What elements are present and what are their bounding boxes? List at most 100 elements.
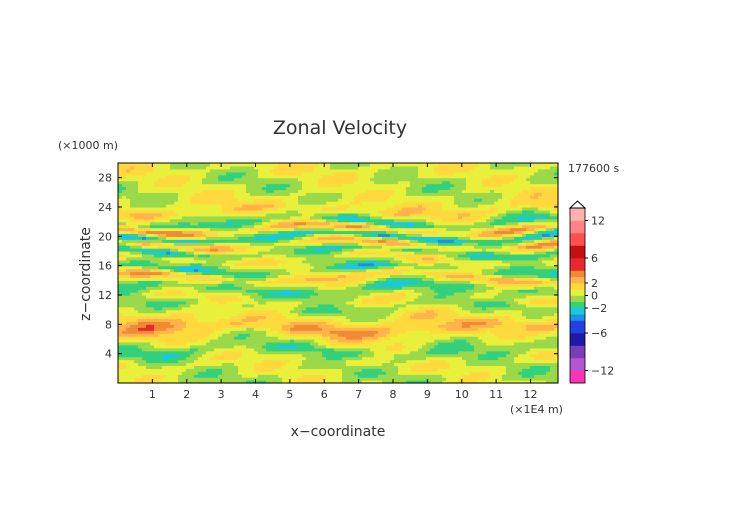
contour-cell [378, 341, 383, 346]
contour-cell [154, 306, 159, 311]
contour-cell [418, 303, 423, 308]
contour-cell [410, 277, 415, 281]
contour-cell [266, 318, 271, 322]
contour-cell [446, 374, 451, 378]
contour-cell [254, 356, 259, 361]
contour-cell [466, 321, 471, 325]
contour-cell [278, 353, 283, 358]
contour-cell [186, 341, 191, 346]
contour-cell [166, 268, 171, 273]
contour-cell [454, 271, 459, 276]
contour-cell [286, 341, 291, 346]
contour-cell [426, 300, 431, 305]
contour-cell [190, 324, 195, 328]
contour-cell [174, 321, 179, 325]
contour-cell [506, 253, 511, 258]
contour-cell [234, 292, 239, 296]
contour-cell [190, 253, 195, 258]
contour-cell [478, 262, 483, 267]
contour-cell [514, 303, 519, 308]
contour-cell [342, 297, 347, 302]
contour-cell [354, 251, 359, 255]
contour-cell [478, 274, 483, 278]
contour-cell [498, 289, 503, 293]
contour-cell [370, 251, 375, 255]
contour-cell [354, 303, 359, 308]
contour-cell [478, 312, 483, 317]
contour-cell [290, 271, 295, 276]
contour-cell [390, 356, 395, 361]
contour-cell [518, 324, 523, 328]
contour-cell [390, 295, 395, 299]
contour-cell [458, 253, 463, 258]
contour-cell [214, 306, 219, 311]
contour-cell [130, 280, 135, 284]
contour-cell [202, 318, 207, 322]
contour-cell [230, 271, 235, 276]
contour-cell [394, 274, 399, 278]
contour-cell [234, 339, 239, 343]
contour-cell [462, 330, 467, 334]
contour-cell [446, 309, 451, 314]
contour-cell [542, 356, 547, 361]
contour-cell [190, 295, 195, 299]
contour-cell [394, 356, 399, 361]
contour-cell [382, 324, 387, 328]
contour-cell [470, 321, 475, 325]
contour-cell [530, 356, 535, 361]
contour-cell [210, 280, 215, 284]
contour-cell [374, 253, 379, 258]
contour-cell [298, 356, 303, 361]
contour-cell [542, 274, 547, 278]
contour-cell [330, 347, 335, 352]
contour-cell [338, 321, 343, 325]
contour-cell [282, 344, 287, 349]
contour-cell [414, 327, 419, 331]
contour-cell [510, 374, 515, 378]
contour-cell [146, 353, 151, 358]
contour-cell [338, 283, 343, 287]
contour-cell [482, 356, 487, 361]
contour-cell [294, 315, 299, 320]
contour-cell [310, 341, 315, 346]
contour-cell [242, 339, 247, 343]
contour-cell [134, 380, 139, 384]
contour-cell [346, 336, 351, 340]
contour-cell [218, 268, 223, 273]
contour-cell [254, 280, 259, 284]
contour-cell [526, 350, 531, 355]
contour-cell [374, 365, 379, 369]
contour-cell [350, 286, 355, 290]
contour-cell [318, 297, 323, 302]
contour-cell [322, 289, 327, 293]
contour-cell [526, 344, 531, 349]
contour-cell [246, 289, 251, 293]
contour-cell [534, 265, 539, 270]
contour-cell [458, 303, 463, 308]
contour-cell [450, 353, 455, 358]
contour-cell [454, 280, 459, 284]
contour-cell [374, 362, 379, 366]
contour-cell [138, 295, 143, 299]
contour-cell [514, 380, 519, 384]
contour-cell [270, 318, 275, 322]
contour-cell [550, 321, 555, 325]
contour-cell [338, 377, 343, 381]
contour-cell [170, 251, 175, 255]
contour-cell [466, 271, 471, 276]
contour-cell [306, 377, 311, 381]
contour-cell [142, 303, 147, 308]
contour-cell [534, 315, 539, 320]
contour-cell [282, 312, 287, 317]
contour-cell [118, 327, 123, 331]
contour-cell [482, 309, 487, 314]
contour-cell [422, 327, 427, 331]
contour-cell [474, 277, 479, 281]
contour-cell [178, 300, 183, 305]
contour-cell [182, 344, 187, 349]
contour-cell [322, 377, 327, 381]
contour-cell [206, 327, 211, 331]
contour-cell [542, 362, 547, 366]
contour-cell [154, 259, 159, 264]
contour-cell [510, 297, 515, 302]
